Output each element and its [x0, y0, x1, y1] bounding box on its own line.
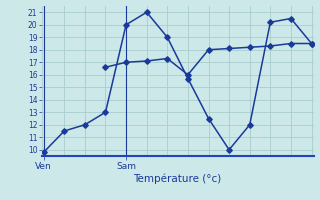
X-axis label: Température (°c): Température (°c) [133, 173, 222, 184]
